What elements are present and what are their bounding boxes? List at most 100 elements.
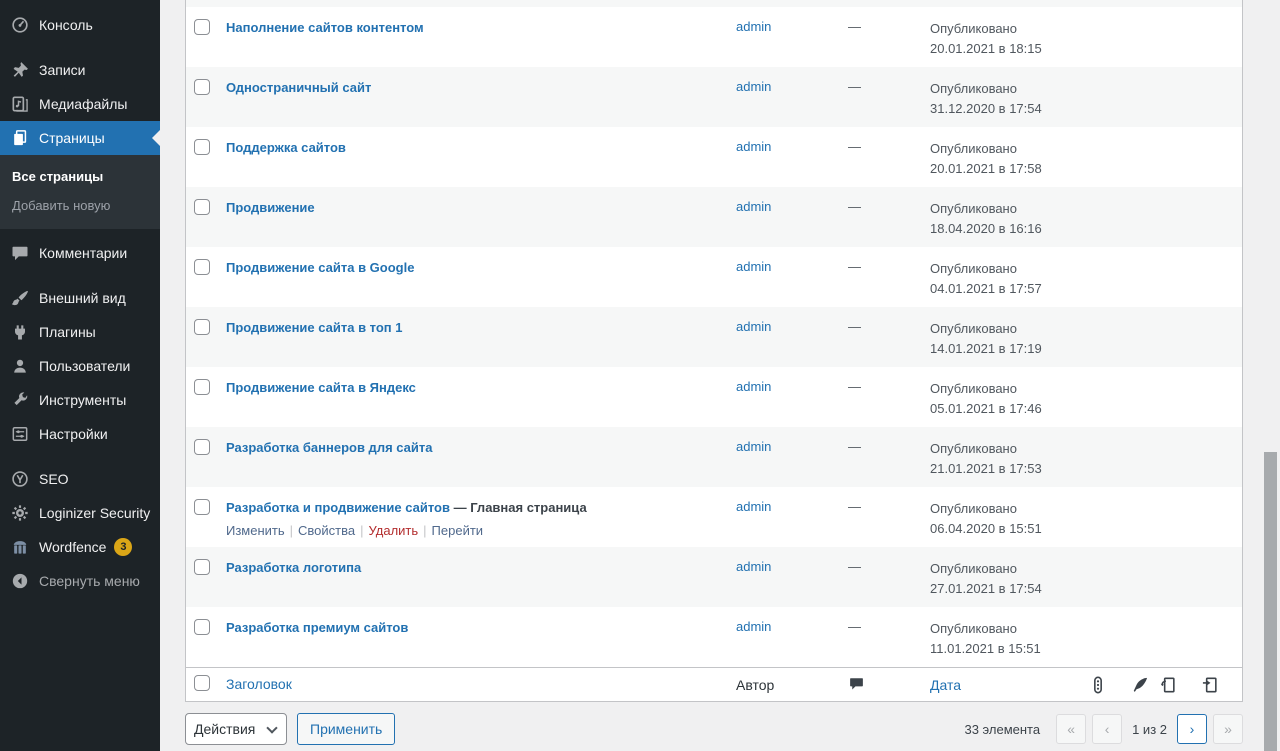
table-row: Продвижение сайта в Google admin — Опубл… [186, 247, 1242, 307]
comments-cell: — [848, 19, 861, 34]
row-checkbox[interactable] [194, 619, 210, 635]
table-nav: Действия Применить 33 элемента « ‹ 1 из … [185, 713, 1243, 745]
row-checkbox[interactable] [194, 559, 210, 575]
author-link[interactable]: admin [736, 559, 772, 574]
sidebar-item-dashboard[interactable]: Консоль [0, 8, 160, 42]
row-checkbox[interactable] [194, 499, 210, 515]
row-checkbox[interactable] [194, 259, 210, 275]
page-title-link[interactable]: Продвижение [226, 200, 315, 215]
row-action-edit[interactable]: Изменить [226, 523, 285, 538]
sidebar-item-collapse[interactable]: Свернуть меню [0, 564, 160, 598]
row-action-quick-edit[interactable]: Свойства [298, 523, 356, 538]
sidebar-item-appearance[interactable]: Внешний вид [0, 281, 160, 315]
author-link[interactable]: admin [736, 379, 772, 394]
row-checkbox[interactable] [194, 319, 210, 335]
publish-status: Опубликовано [930, 621, 1017, 636]
select-all-checkbox[interactable] [194, 675, 210, 691]
sort-by-title-link[interactable]: Заголовок [226, 676, 292, 692]
row-action-delete[interactable]: Удалить [368, 523, 419, 538]
row-checkbox[interactable] [194, 379, 210, 395]
table-row: Продвижение сайта в Яндекс admin — Опубл… [186, 367, 1242, 427]
publish-date: 05.01.2021 в 17:46 [930, 401, 1042, 416]
row-checkbox[interactable] [194, 199, 210, 215]
date-cell: Опубликовано 20.01.2021 в 18:15 [930, 19, 1242, 67]
partial-row-above [186, 0, 1242, 7]
submenu-add-new[interactable]: Добавить новую [12, 198, 111, 213]
row-checkbox[interactable] [194, 19, 210, 35]
page-title-link[interactable]: Разработка и продвижение сайтов [226, 500, 450, 515]
page-title-link[interactable]: Наполнение сайтов контентом [226, 20, 424, 35]
date-cell: Опубликовано 06.04.2020 в 15:51 [930, 499, 1242, 547]
publish-date: 20.01.2021 в 17:58 [930, 161, 1042, 176]
sidebar-item-posts[interactable]: Записи [0, 53, 160, 87]
table-row: Разработка и продвижение сайтов — Главна… [186, 487, 1242, 547]
table-footer-header-row: Заголовок Автор Дата [186, 667, 1242, 701]
page-title-link[interactable]: Разработка премиум сайтов [226, 620, 409, 635]
date-cell: Опубликовано 31.12.2020 в 17:54 [930, 79, 1242, 127]
publish-status: Опубликовано [930, 561, 1017, 576]
author-link[interactable]: admin [736, 139, 772, 154]
page-title-link[interactable]: Одностраничный сайт [226, 80, 372, 95]
sidebar-item-wordfence[interactable]: Wordfence 3 [0, 530, 160, 564]
action-separator: | [423, 523, 427, 538]
sidebar-item-loginizer[interactable]: Loginizer Security [0, 496, 160, 530]
row-action-view[interactable]: Перейти [431, 523, 484, 538]
submenu-all-pages[interactable]: Все страницы [12, 169, 104, 184]
row-checkbox[interactable] [194, 79, 210, 95]
pages-table-body: Наполнение сайтов контентом admin — Опуб… [186, 7, 1242, 667]
author-link[interactable]: admin [736, 79, 772, 94]
page-title-link[interactable]: Продвижение сайта в Яндекс [226, 380, 416, 395]
row-checkbox[interactable] [194, 139, 210, 155]
page-title-link[interactable]: Разработка логотипа [226, 560, 362, 575]
sidebar-item-comments[interactable]: Комментарии [0, 236, 160, 270]
table-row: Продвижение admin — Опубликовано 18.04.2… [186, 187, 1242, 247]
user-icon [10, 356, 30, 376]
table-row: Поддержка сайтов admin — Опубликовано 20… [186, 127, 1242, 187]
sidebar-item-media[interactable]: Медиафайлы [0, 87, 160, 121]
sidebar-item-tools[interactable]: Инструменты [0, 383, 160, 417]
incoming-links-icon [1158, 675, 1178, 695]
sort-by-date-link[interactable]: Дата [930, 676, 962, 693]
date-cell: Опубликовано 11.01.2021 в 15:51 [930, 619, 1242, 667]
sidebar-item-users[interactable]: Пользователи [0, 349, 160, 383]
sidebar-item-pages[interactable]: Страницы [0, 121, 160, 155]
author-link[interactable]: admin [736, 19, 772, 34]
author-link[interactable]: admin [736, 259, 772, 274]
sidebar-item-plugins[interactable]: Плагины [0, 315, 160, 349]
author-link[interactable]: admin [736, 439, 772, 454]
author-link[interactable]: admin [736, 499, 772, 514]
table-row: Продвижение сайта в топ 1 admin — Опубли… [186, 307, 1242, 367]
vertical-scrollbar-thumb[interactable] [1264, 452, 1277, 751]
publish-status: Опубликовано [930, 141, 1017, 156]
bulk-action-select[interactable]: Действия [185, 713, 287, 745]
next-page-button[interactable]: › [1177, 714, 1207, 744]
bulk-action-select-wrap: Действия [185, 713, 287, 745]
table-row: Одностраничный сайт admin — Опубликовано… [186, 67, 1242, 127]
page-title-link[interactable]: Продвижение сайта в топ 1 [226, 320, 403, 335]
comments-cell: — [848, 379, 861, 394]
publish-date: 18.04.2020 в 16:16 [930, 221, 1042, 236]
page-title-link[interactable]: Поддержка сайтов [226, 140, 346, 155]
table-row: Наполнение сайтов контентом admin — Опуб… [186, 7, 1242, 67]
author-link[interactable]: admin [736, 199, 772, 214]
post-state-label: — Главная страница [449, 500, 587, 515]
author-link[interactable]: admin [736, 319, 772, 334]
last-page-button[interactable]: » [1213, 714, 1243, 744]
sidebar-item-settings[interactable]: Настройки [0, 417, 160, 451]
seo-score-icon [1088, 675, 1108, 695]
yoast-icon [10, 469, 30, 489]
date-cell: Опубликовано 27.01.2021 в 17:54 [930, 559, 1242, 607]
comments-cell: — [848, 499, 861, 514]
page-title-link[interactable]: Продвижение сайта в Google [226, 260, 415, 275]
collapse-icon [10, 571, 30, 591]
apply-button[interactable]: Применить [297, 713, 396, 745]
page-title-link[interactable]: Разработка баннеров для сайта [226, 440, 433, 455]
date-cell: Опубликовано 21.01.2021 в 17:53 [930, 439, 1242, 487]
sidebar-item-seo[interactable]: SEO [0, 462, 160, 496]
author-link[interactable]: admin [736, 619, 772, 634]
publish-date: 11.01.2021 в 15:51 [930, 641, 1041, 656]
row-actions: Изменить | Свойства | Удалить | Перейти [226, 522, 736, 539]
paging-info: 1 из 2 [1132, 721, 1167, 737]
row-checkbox[interactable] [194, 439, 210, 455]
publish-status: Опубликовано [930, 201, 1017, 216]
